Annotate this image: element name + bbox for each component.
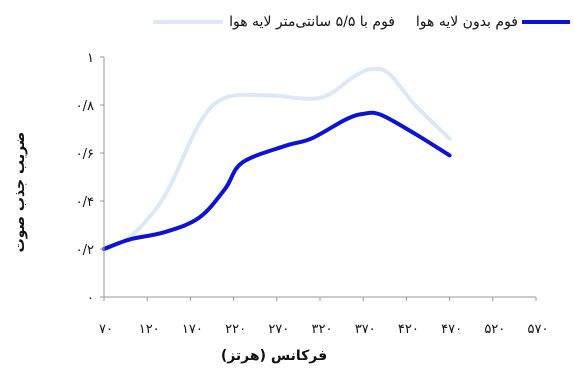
x-tick-label: ۲۷۰ bbox=[268, 322, 289, 337]
y-tick-label: ۰/۶ bbox=[76, 147, 94, 162]
chart-legend: فوم بدون لایه هوا فوم با ۵/۵ سانتی‌متر ل… bbox=[60, 8, 570, 34]
x-tick-label: ۴۲۰ bbox=[398, 322, 419, 337]
axes: ۰ ۰/۲ ۰/۴ ۰/۶ ۰/۸ ۱ ۷۰ ۱۲۰ ۱۷۰ ۲۲۰ ۲۷۰ ۳۲۰ ۳۷۰ ۴۲۰ ۴۷… bbox=[76, 51, 549, 337]
y-axis-title: ضریب جذب صوت bbox=[12, 132, 28, 253]
series-line-2 bbox=[102, 110, 452, 251]
y-tick-label: ۰/۸ bbox=[76, 99, 94, 114]
y-tick-label: ۰ bbox=[87, 291, 94, 306]
y-tick-label: ۰/۴ bbox=[76, 195, 94, 210]
y-tick-label: ۱ bbox=[87, 51, 94, 66]
x-tick-label: ۳۲۰ bbox=[312, 322, 333, 337]
legend-item-series-2: فوم بدون لایه هوا bbox=[416, 12, 570, 32]
x-axis-title: فرکانس (هرتز) bbox=[221, 348, 327, 364]
y-ticks: ۰ ۰/۲ ۰/۴ ۰/۶ ۰/۸ ۱ bbox=[76, 51, 104, 306]
legend-swatch-series-2 bbox=[522, 20, 570, 24]
x-tick-label: ۷۰ bbox=[99, 322, 113, 337]
x-tick-label: ۲۲۰ bbox=[225, 322, 246, 337]
x-tick-label: ۴۷۰ bbox=[441, 322, 462, 337]
x-tick-label: ۱۷۰ bbox=[182, 322, 203, 337]
legend-swatch-series-1 bbox=[153, 20, 224, 24]
legend-label-series-1: فوم با ۵/۵ سانتی‌متر لایه هوا bbox=[229, 14, 395, 30]
legend-label-series-2: فوم بدون لایه هوا bbox=[415, 14, 518, 30]
x-tick-label: ۵۲۰ bbox=[484, 322, 505, 337]
x-tick-label: ۱۲۰ bbox=[139, 322, 160, 337]
x-tick-label: ۳۷۰ bbox=[355, 322, 376, 337]
legend-item-series-1: فوم با ۵/۵ سانتی‌متر لایه هوا bbox=[149, 12, 395, 32]
y-tick-label: ۰/۲ bbox=[76, 243, 94, 258]
plot-lines bbox=[102, 66, 452, 251]
x-ticks: ۷۰ ۱۲۰ ۱۷۰ ۲۲۰ ۲۷۰ ۳۲۰ ۳۷۰ ۴۲۰ ۴۷۰ ۵۲۰ ۵۷۰ bbox=[99, 297, 548, 337]
series-line-1 bbox=[102, 66, 452, 251]
x-tick-label: ۵۷۰ bbox=[528, 322, 549, 337]
